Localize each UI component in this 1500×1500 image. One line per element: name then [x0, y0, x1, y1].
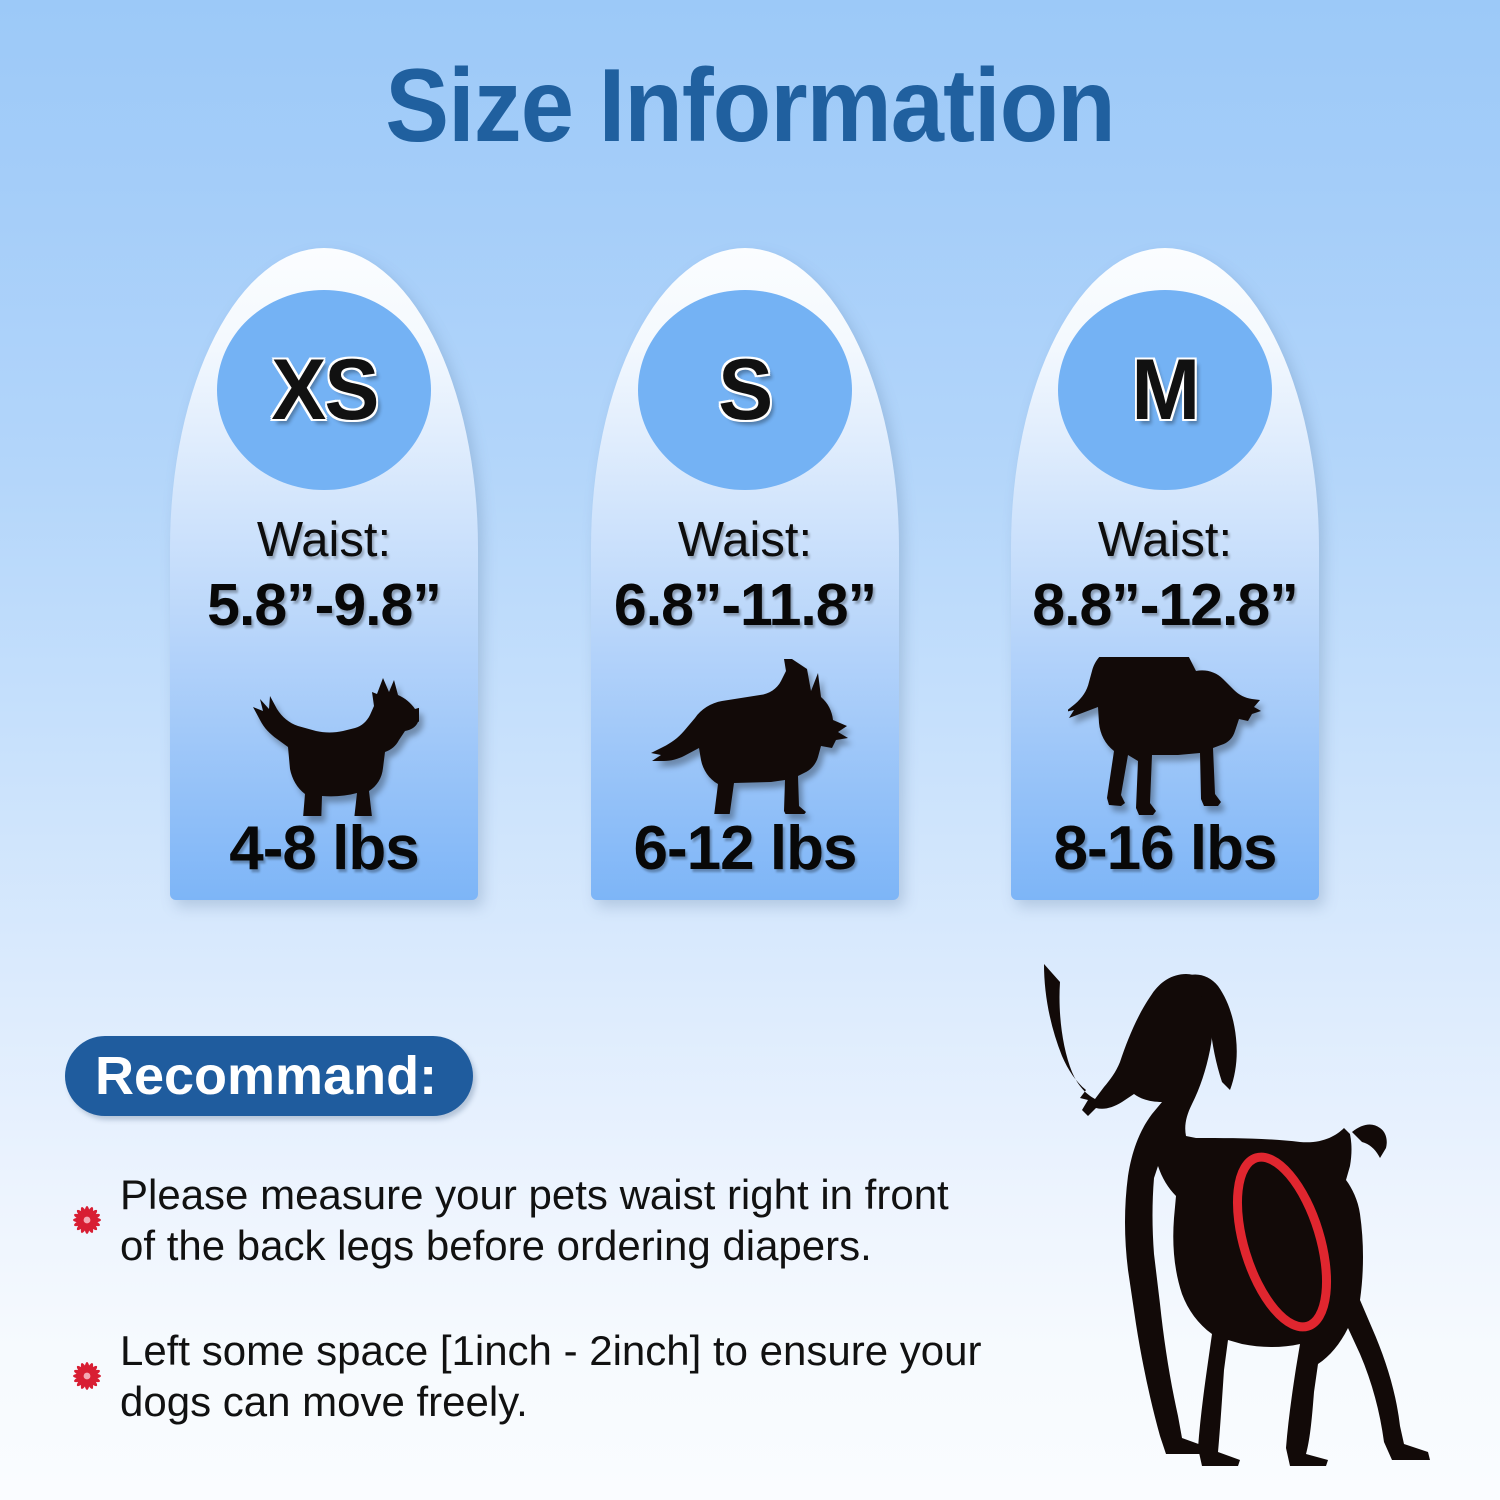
chihuahua-silhouette-icon	[170, 646, 478, 826]
recommend-badge-label: Recommand:	[95, 1046, 438, 1106]
waist-label: Waist:	[256, 513, 392, 567]
weight-range-value: 4-8 lbs	[229, 814, 419, 883]
waist-range-value: 6.8”-11.8”	[613, 572, 877, 638]
list-item: Left some space [1inch - 2inch] to ensur…	[66, 1324, 1026, 1428]
list-item: Please measure your pets waist right in …	[66, 1168, 1026, 1272]
red-flower-bullet-icon	[66, 1355, 108, 1397]
size-badge-circle: M	[1058, 290, 1272, 490]
labrador-silhouette-icon	[1011, 646, 1319, 826]
shepherd-silhouette-icon	[591, 646, 899, 826]
weight-range-value: 8-16 lbs	[1053, 814, 1278, 883]
recommendation-notes-list: Please measure your pets waist right in …	[66, 1168, 1026, 1480]
note-text: Left some space [1inch - 2inch] to ensur…	[120, 1326, 982, 1425]
waist-range-value: 5.8”-9.8”	[207, 572, 442, 638]
waist-range-value: 8.8”-12.8”	[1032, 572, 1299, 638]
weight-range-value: 6-12 lbs	[633, 814, 858, 883]
size-card-row: XS Waist: 5.8”-9.8” 4-8 lbs S Waist: 6.8…	[170, 248, 1340, 908]
waist-label: Waist:	[1097, 513, 1233, 567]
page-title: Size Information	[385, 48, 1115, 164]
recommend-badge: Recommand:	[65, 1036, 474, 1116]
red-flower-bullet-icon	[66, 1199, 108, 1241]
red-waist-measure-ring-icon	[1232, 1152, 1332, 1332]
size-card-xs[interactable]: XS Waist: 5.8”-9.8” 4-8 lbs	[170, 248, 478, 900]
note-text: Please measure your pets waist right in …	[120, 1170, 949, 1269]
standing-dog-silhouette-icon	[1000, 952, 1470, 1472]
size-badge-label: M	[1131, 342, 1201, 438]
size-badge-circle: XS	[217, 290, 431, 490]
waist-label: Waist:	[677, 513, 813, 567]
size-card-s[interactable]: S Waist: 6.8”-11.8” 6-12 lbs	[591, 248, 899, 900]
size-badge-label: S	[718, 342, 773, 438]
size-card-m[interactable]: M Waist: 8.8”-12.8” 8-16 lbs	[1011, 248, 1319, 900]
size-badge-circle: S	[638, 290, 852, 490]
size-badge-label: XS	[270, 342, 379, 438]
